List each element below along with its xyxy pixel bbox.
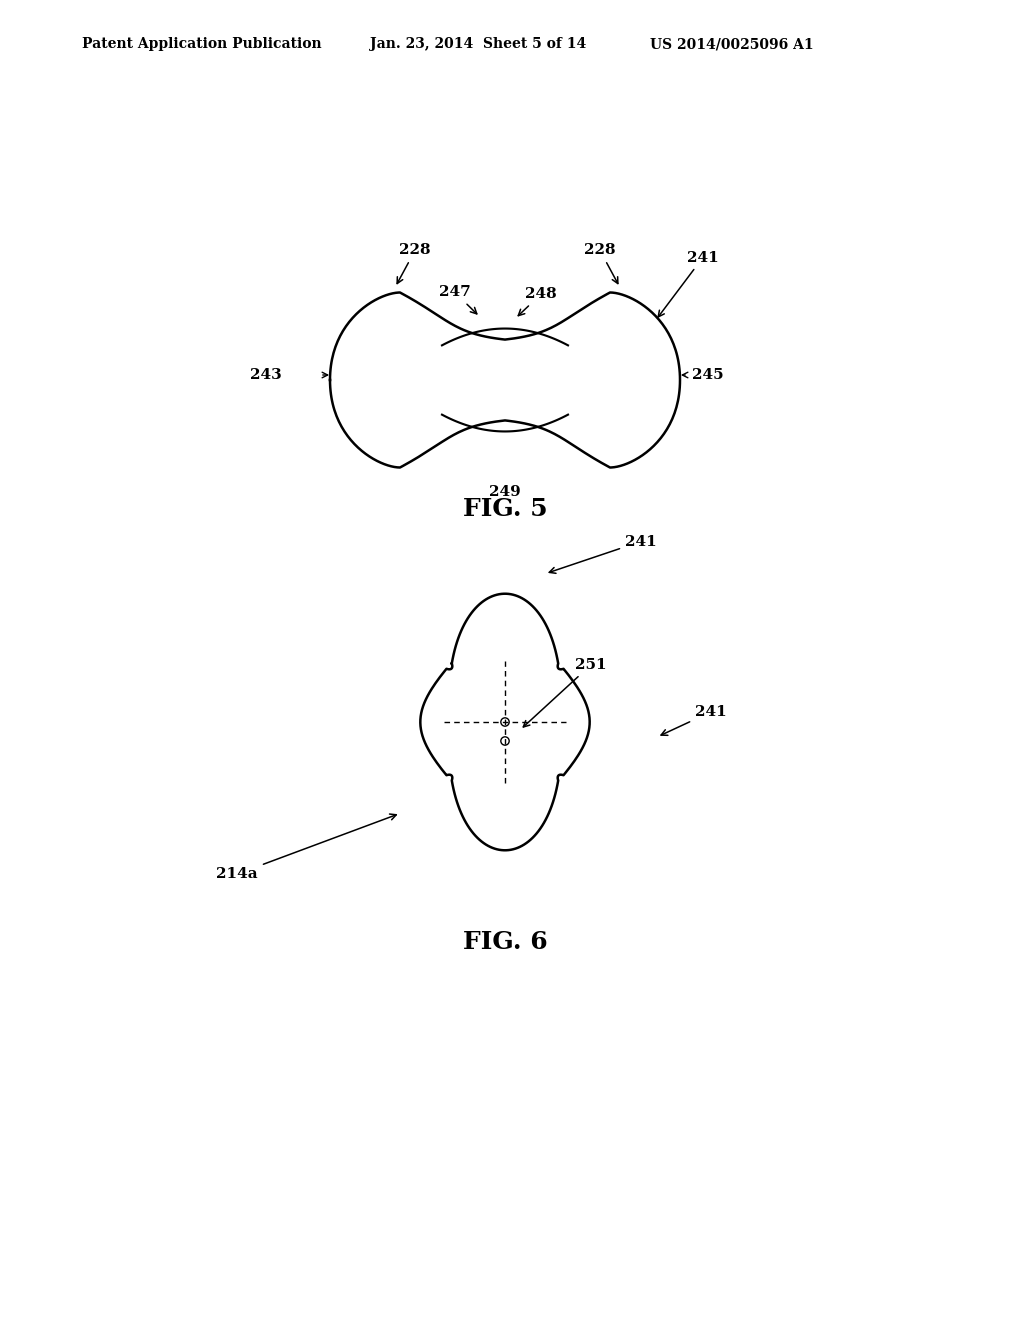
Text: 241: 241 [658, 251, 719, 317]
Text: 251: 251 [523, 657, 606, 727]
Text: Jan. 23, 2014  Sheet 5 of 14: Jan. 23, 2014 Sheet 5 of 14 [370, 37, 587, 51]
Text: 214a: 214a [216, 814, 396, 880]
Text: 248: 248 [518, 288, 557, 315]
Text: 249: 249 [489, 486, 521, 499]
Text: 243: 243 [250, 368, 282, 381]
Text: 228: 228 [397, 243, 431, 284]
Text: 228: 228 [584, 243, 617, 284]
Text: 241: 241 [549, 535, 656, 573]
Text: 247: 247 [439, 285, 477, 314]
Text: US 2014/0025096 A1: US 2014/0025096 A1 [650, 37, 814, 51]
Text: 245: 245 [692, 368, 724, 381]
Text: Patent Application Publication: Patent Application Publication [82, 37, 322, 51]
Text: FIG. 6: FIG. 6 [463, 931, 547, 954]
Text: 241: 241 [662, 705, 727, 735]
Text: FIG. 5: FIG. 5 [463, 498, 547, 521]
